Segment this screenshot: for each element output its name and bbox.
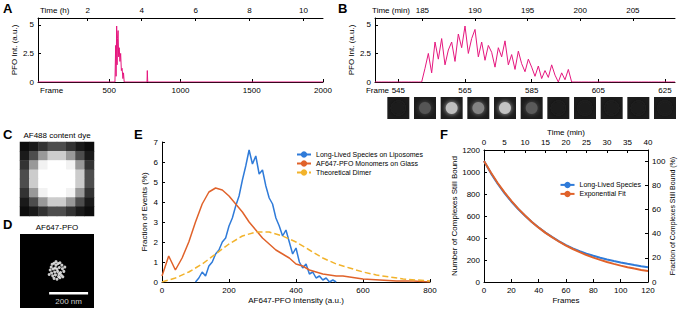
svg-text:40: 40: [652, 229, 661, 238]
svg-text:5: 5: [367, 20, 372, 29]
svg-text:3: 3: [154, 218, 159, 227]
svg-text:10: 10: [299, 6, 308, 15]
svg-text:Fraction of Complexes Still Bo: Fraction of Complexes Still Bound (%): [669, 157, 677, 275]
svg-text:185: 185: [416, 6, 430, 15]
svg-text:Theoretical Dimer: Theoretical Dimer: [316, 169, 372, 176]
svg-text:2.5: 2.5: [23, 49, 35, 58]
svg-text:585: 585: [525, 86, 539, 95]
svg-text:Time (min): Time (min): [372, 6, 410, 15]
svg-text:10: 10: [521, 138, 530, 147]
svg-text:PFO Int. (a.u.): PFO Int. (a.u.): [347, 24, 356, 75]
svg-text:F: F: [440, 127, 448, 142]
svg-text:600: 600: [356, 286, 370, 295]
svg-text:25: 25: [582, 138, 591, 147]
svg-text:800: 800: [423, 286, 437, 295]
svg-text:545: 545: [392, 86, 406, 95]
svg-text:0: 0: [154, 278, 159, 287]
svg-text:4: 4: [154, 198, 159, 207]
svg-text:600: 600: [467, 212, 481, 221]
svg-text:Time (h): Time (h): [40, 6, 70, 15]
svg-text:605: 605: [592, 86, 606, 95]
svg-text:E: E: [134, 127, 143, 142]
svg-text:Number of Complexes Still Boun: Number of Complexes Still Bound: [450, 156, 459, 276]
svg-text:195: 195: [521, 6, 535, 15]
svg-text:0: 0: [476, 278, 481, 287]
svg-text:AF488 content dye: AF488 content dye: [23, 131, 91, 140]
svg-text:Time (min): Time (min): [547, 128, 585, 137]
svg-text:Fraction of Events (%): Fraction of Events (%): [140, 172, 149, 251]
svg-text:2.5: 2.5: [360, 49, 372, 58]
svg-text:5: 5: [30, 20, 35, 29]
svg-text:6: 6: [154, 158, 159, 167]
svg-text:40: 40: [644, 138, 653, 147]
svg-text:205: 205: [626, 6, 640, 15]
svg-text:AF647-PFO Intensity (a.u.): AF647-PFO Intensity (a.u.): [248, 296, 344, 305]
svg-text:200: 200: [574, 6, 588, 15]
svg-text:PFO Int. (a.u.): PFO Int. (a.u.): [10, 24, 19, 75]
svg-text:80: 80: [589, 286, 598, 295]
svg-text:80: 80: [652, 181, 661, 190]
svg-text:1: 1: [154, 258, 159, 267]
svg-text:4: 4: [139, 6, 144, 15]
svg-text:6: 6: [193, 6, 198, 15]
svg-text:0: 0: [160, 286, 165, 295]
svg-text:625: 625: [658, 86, 672, 95]
svg-text:400: 400: [467, 234, 481, 243]
svg-text:0: 0: [367, 78, 372, 87]
svg-text:20: 20: [507, 286, 516, 295]
svg-text:500: 500: [103, 86, 117, 95]
svg-text:200 nm: 200 nm: [55, 297, 82, 306]
svg-text:20: 20: [562, 138, 571, 147]
svg-text:C: C: [3, 127, 13, 142]
svg-text:100: 100: [652, 157, 666, 166]
svg-text:120: 120: [641, 286, 655, 295]
svg-text:1000: 1000: [172, 86, 190, 95]
svg-text:400: 400: [289, 286, 303, 295]
svg-text:15: 15: [541, 138, 550, 147]
svg-text:0: 0: [482, 286, 487, 295]
svg-text:Frames: Frames: [552, 296, 579, 305]
svg-text:B: B: [338, 1, 347, 16]
svg-text:D: D: [3, 217, 12, 232]
svg-text:0: 0: [482, 138, 487, 147]
svg-text:Long-Lived Species: Long-Lived Species: [580, 181, 642, 189]
svg-text:1500: 1500: [243, 86, 261, 95]
svg-text:Frame: Frame: [40, 86, 64, 95]
svg-text:60: 60: [562, 286, 571, 295]
svg-text:40: 40: [534, 286, 543, 295]
svg-text:0: 0: [30, 78, 35, 87]
svg-text:800: 800: [467, 190, 481, 199]
svg-text:190: 190: [468, 6, 482, 15]
svg-text:2: 2: [154, 238, 159, 247]
svg-text:20: 20: [652, 253, 661, 262]
svg-text:A: A: [3, 1, 13, 16]
svg-text:8: 8: [247, 6, 252, 15]
svg-text:0: 0: [652, 277, 657, 287]
svg-text:35: 35: [623, 138, 632, 147]
svg-text:2: 2: [85, 6, 90, 15]
svg-text:5: 5: [502, 138, 507, 147]
svg-text:Long-Lived Species on Liposome: Long-Lived Species on Liposomes: [316, 151, 424, 159]
svg-text:100: 100: [614, 286, 628, 295]
svg-text:565: 565: [458, 86, 472, 95]
svg-text:200: 200: [222, 286, 236, 295]
svg-text:60: 60: [652, 205, 661, 214]
svg-text:1000: 1000: [462, 168, 480, 177]
svg-text:AF647-PFO: AF647-PFO: [36, 223, 79, 232]
svg-text:5: 5: [154, 178, 159, 187]
svg-text:Frame: Frame: [366, 86, 390, 95]
svg-text:Exponential Fit: Exponential Fit: [580, 190, 626, 198]
svg-text:AF647-PFO Monomers on Glass: AF647-PFO Monomers on Glass: [316, 160, 418, 167]
svg-text:30: 30: [603, 138, 612, 147]
svg-text:1200: 1200: [462, 146, 480, 155]
svg-text:2000: 2000: [314, 86, 332, 95]
svg-text:200: 200: [467, 256, 481, 265]
svg-text:7: 7: [154, 138, 159, 147]
